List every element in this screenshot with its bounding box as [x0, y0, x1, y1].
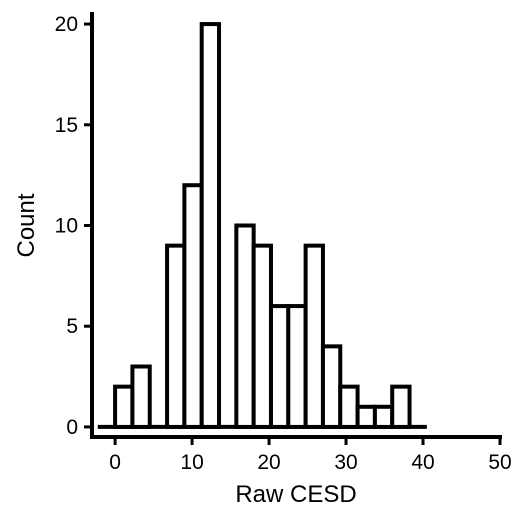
histogram-bar: [130, 364, 152, 429]
x-tick-label: 20: [257, 451, 280, 474]
histogram-bar: [182, 183, 204, 429]
histogram-bar: [372, 404, 395, 429]
histogram-bar: [251, 243, 273, 429]
histogram-bar: [199, 22, 222, 429]
histogram-bar: [390, 384, 412, 429]
y-tick-label: 15: [55, 114, 78, 137]
ticks: 0 10 20 30 40 50 0 5 10 15 20: [55, 13, 512, 474]
x-tick-label: 30: [334, 451, 357, 474]
x-axis-title: Raw CESD: [235, 481, 356, 508]
histogram-bar: [303, 243, 325, 429]
x-tick-label: 40: [411, 451, 434, 474]
histogram-bar: [268, 304, 291, 429]
histogram-bar: [234, 223, 256, 429]
histogram-bar: [338, 384, 360, 429]
x-tick-label: 10: [180, 451, 203, 474]
histogram-bar: [113, 384, 135, 429]
histogram-bar: [320, 344, 343, 429]
y-tick-label: 0: [66, 416, 78, 439]
x-tick-label: 0: [109, 451, 121, 474]
histogram-bar: [355, 404, 377, 429]
x-tick-label: 50: [488, 451, 511, 474]
histogram-bar: [286, 304, 308, 429]
y-tick-label: 20: [55, 13, 78, 36]
histogram-bar: [165, 243, 187, 429]
histogram-bars: [97, 22, 427, 429]
y-tick-label: 10: [55, 215, 78, 238]
y-tick-label: 5: [66, 315, 78, 338]
y-axis-title: Count: [13, 193, 40, 257]
